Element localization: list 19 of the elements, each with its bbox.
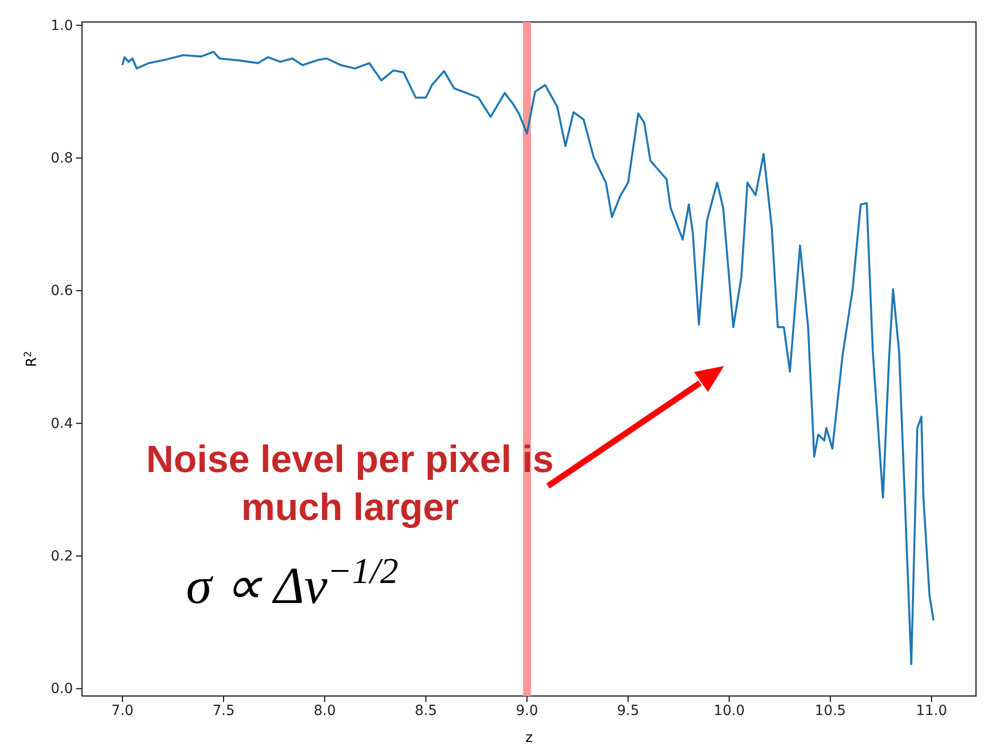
line-series: [121, 50, 935, 666]
x-tick-label: 10.0: [714, 702, 745, 719]
y-tick-label: 0.8: [50, 150, 73, 166]
y-tick-label: 1.0: [50, 18, 73, 34]
x-tick-label: 10.5: [814, 702, 846, 719]
annotation: σ ∝ Δν$^{−1/2}$: [186, 551, 398, 615]
x-tick-label: 11.0: [916, 702, 948, 719]
x-tick-label: 9.0: [516, 702, 538, 719]
annotation: Noise level per pixel is much larger: [146, 439, 554, 529]
y-tick-label: 0.4: [50, 416, 74, 432]
y-tick-label: 0.2: [50, 548, 73, 565]
x-tick-label: 7.5: [212, 702, 235, 719]
x-tick-label: 8.0: [314, 702, 336, 719]
x-axis-title: z: [525, 730, 533, 746]
y-tick-label: 0.6: [50, 283, 74, 300]
x-tick-label: 8.5: [414, 702, 437, 719]
y-tick-label: 0.0: [50, 681, 73, 698]
x-tick-label: 7.0: [111, 702, 134, 719]
x-tick-label: 9.5: [616, 702, 640, 719]
